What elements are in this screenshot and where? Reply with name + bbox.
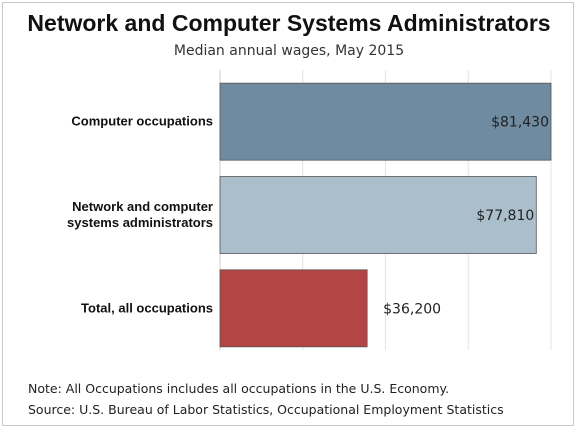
category-label-line: systems administrators — [67, 215, 213, 230]
value-label: $77,810 — [476, 208, 534, 224]
category-label-line: Network and computer — [72, 199, 213, 214]
chart-title: Network and Computer Systems Administrat… — [27, 10, 551, 36]
chart-notes: Note: All Occupations includes all occup… — [28, 378, 504, 420]
value-label: $81,430 — [491, 115, 549, 131]
bar — [219, 269, 368, 348]
bar — [219, 176, 537, 254]
category-label: Computer occupations — [71, 114, 213, 129]
chart-subtitle: Median annual wages, May 2015 — [173, 43, 405, 59]
category-label: Total, all occupations — [81, 300, 213, 315]
category-label-line: Total, all occupations — [81, 300, 213, 315]
bar — [219, 82, 552, 161]
value-label: $36,200 — [383, 301, 441, 317]
category-label-line: Computer occupations — [71, 114, 213, 129]
chart-note: Note: All Occupations includes all occup… — [28, 381, 450, 396]
chart-source: Source: U.S. Bureau of Labor Statistics,… — [28, 402, 504, 417]
category-label: Network and computer systems administrato… — [67, 199, 213, 230]
